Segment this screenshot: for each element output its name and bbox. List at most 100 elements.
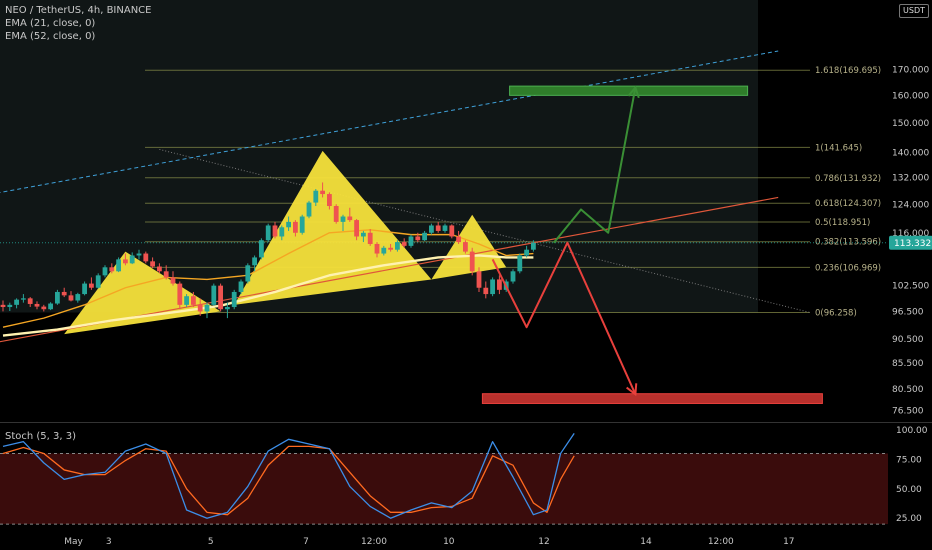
price-tick-label: 150.000 <box>892 119 929 129</box>
candle-body <box>61 291 67 296</box>
candle-body <box>245 265 251 282</box>
candle-body <box>374 243 380 254</box>
fib-level-label: 0.5(118.951) <box>815 218 870 228</box>
projection-down-arrow-head <box>626 383 638 397</box>
candle-body <box>408 236 414 246</box>
candle-body <box>109 267 115 272</box>
candle-body <box>34 303 40 307</box>
candle-body <box>293 221 298 233</box>
candle-body <box>14 299 19 305</box>
candle-body <box>415 236 421 241</box>
candle-body <box>252 257 257 266</box>
candle-body <box>27 298 33 304</box>
candle-body <box>95 275 101 288</box>
candle-body <box>463 242 468 252</box>
fib-level-label: 0.786(131.932) <box>815 174 881 184</box>
price-tick-label: 96.500 <box>892 307 924 317</box>
candle-body <box>524 249 529 256</box>
candle-body <box>361 232 366 237</box>
candle-body <box>449 225 455 237</box>
time-tick-label: 12:00 <box>708 537 734 547</box>
candle-body <box>320 190 325 195</box>
currency-badge[interactable]: USDT <box>899 4 929 18</box>
candle-body <box>347 216 353 221</box>
fib-level-label: 1.618(169.695) <box>815 66 881 76</box>
fib-level-label: 0(96.258) <box>815 309 857 319</box>
candle-body <box>197 304 203 312</box>
candle-body <box>204 304 210 312</box>
price-tick-label: 102.500 <box>892 282 929 292</box>
candle-body <box>102 267 108 276</box>
fib-level-label: 0.618(124.307) <box>815 199 881 209</box>
price-axis-background <box>888 0 932 550</box>
candle-body <box>517 255 523 272</box>
candle-body <box>75 294 81 301</box>
symbol-label: NEO / TetherUS, 4h, BINANCE <box>5 5 152 16</box>
candle-body <box>435 225 441 231</box>
time-tick-label: 17 <box>783 537 794 547</box>
price-tick-label: 132.000 <box>892 174 929 184</box>
candle-body <box>225 307 230 310</box>
candle-body <box>184 296 189 305</box>
candle-body <box>41 306 47 310</box>
candle-body <box>82 283 87 295</box>
candle-body <box>354 220 359 237</box>
time-tick-label: 7 <box>303 537 309 547</box>
candle-body <box>483 287 489 295</box>
candle-body <box>150 261 155 267</box>
candle-body <box>490 279 495 295</box>
fib-trend-line <box>159 148 811 313</box>
last-price-label: 113.332 <box>894 239 931 249</box>
price-tick-label: 160.000 <box>892 91 929 101</box>
time-tick-label: 10 <box>443 537 455 547</box>
candle-body <box>0 304 6 308</box>
ema21-line <box>2 229 534 328</box>
candle-body <box>218 285 223 310</box>
fib-level-label: 0.382(113.596) <box>815 238 881 248</box>
stoch-tick-label: 75.00 <box>896 455 922 465</box>
stoch-tick-label: 100.00 <box>896 426 928 436</box>
candle-body <box>123 259 128 264</box>
candle-body <box>367 232 373 244</box>
candle-body <box>129 255 135 264</box>
stoch-k-line <box>2 433 575 519</box>
price-tick-label: 170.000 <box>892 65 929 75</box>
price-tick-label: 140.000 <box>892 148 929 158</box>
candle-body <box>497 279 502 290</box>
last-price-tag <box>889 235 932 250</box>
candle-body <box>191 296 196 305</box>
price-panel: 1.618(169.695) 1(141.645) 0.786(131.932) 0.… <box>0 50 888 404</box>
price-tick-label: 124.000 <box>892 200 929 210</box>
candle-body <box>340 216 346 222</box>
stoch-title: Stoch (5, 3, 3) <box>5 431 77 442</box>
candle-body <box>476 271 482 288</box>
time-tick-label: 12 <box>538 537 549 547</box>
candle-body <box>48 303 53 310</box>
target-zone-upper <box>509 85 749 96</box>
candle-body <box>422 232 427 241</box>
price-tick-label: 116.000 <box>892 229 929 239</box>
candle-body <box>333 206 339 222</box>
time-tick-label: 12:00 <box>361 537 387 547</box>
stoch-panel <box>2 433 575 519</box>
stoch-band <box>0 453 888 525</box>
target-zone-lower <box>481 393 823 404</box>
candle-body <box>401 242 407 246</box>
pattern-triangle <box>64 251 221 335</box>
candle-body <box>7 304 13 308</box>
price-tick-label: 80.500 <box>892 385 924 395</box>
projection-up-arrow <box>553 87 637 244</box>
projection-down-arrow <box>491 241 637 395</box>
time-tick-label: May <box>64 537 83 547</box>
candle-body <box>211 285 217 305</box>
candle-body <box>265 225 271 241</box>
candle-body <box>381 247 387 254</box>
stoch-d-line <box>2 445 575 516</box>
candle-body <box>259 240 264 258</box>
candle-body <box>116 259 121 272</box>
candle-body <box>170 277 176 284</box>
candle-body <box>313 190 319 203</box>
price-tick-label: 85.500 <box>892 359 924 369</box>
candle-body <box>136 253 142 256</box>
